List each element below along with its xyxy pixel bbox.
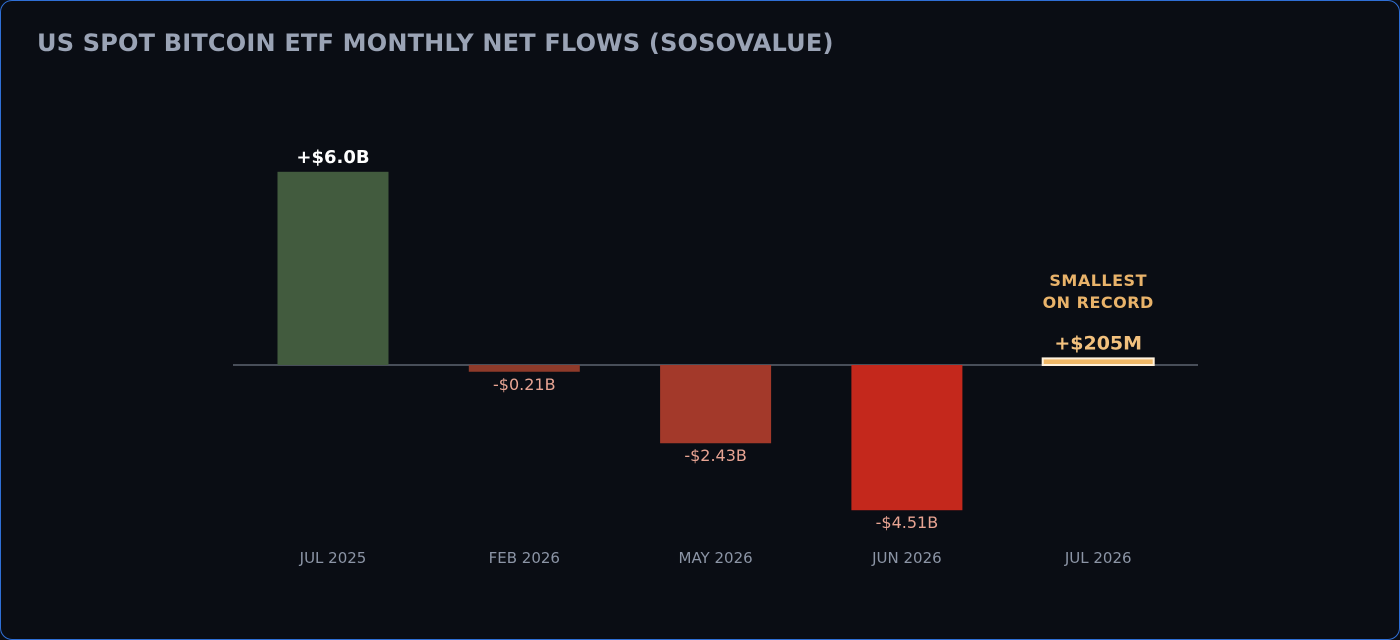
bar[interactable]	[277, 171, 389, 365]
bar-value-label: -$4.51B	[876, 513, 939, 532]
annotation-label: ON RECORD	[1043, 293, 1154, 312]
bar-value-label: -$0.21B	[493, 375, 556, 394]
bar[interactable]	[851, 365, 963, 511]
x-tick-label: JUL 2025	[299, 549, 367, 567]
annotation-label: SMALLEST	[1049, 271, 1147, 290]
x-tick-label: MAY 2026	[679, 549, 753, 567]
chart-title: US SPOT BITCOIN ETF MONTHLY NET FLOWS (S…	[37, 29, 834, 57]
x-tick-label: JUL 2026	[1064, 549, 1132, 567]
bar[interactable]	[1041, 357, 1155, 366]
bar[interactable]	[660, 365, 772, 444]
x-tick-label: JUN 2026	[871, 549, 942, 567]
bar-value-label: +$6.0B	[296, 147, 369, 168]
bar[interactable]	[468, 365, 580, 372]
bar-value-label: +$205M	[1054, 332, 1142, 354]
bar-value-label: -$2.43B	[684, 446, 747, 465]
x-tick-label: FEB 2026	[489, 549, 560, 567]
